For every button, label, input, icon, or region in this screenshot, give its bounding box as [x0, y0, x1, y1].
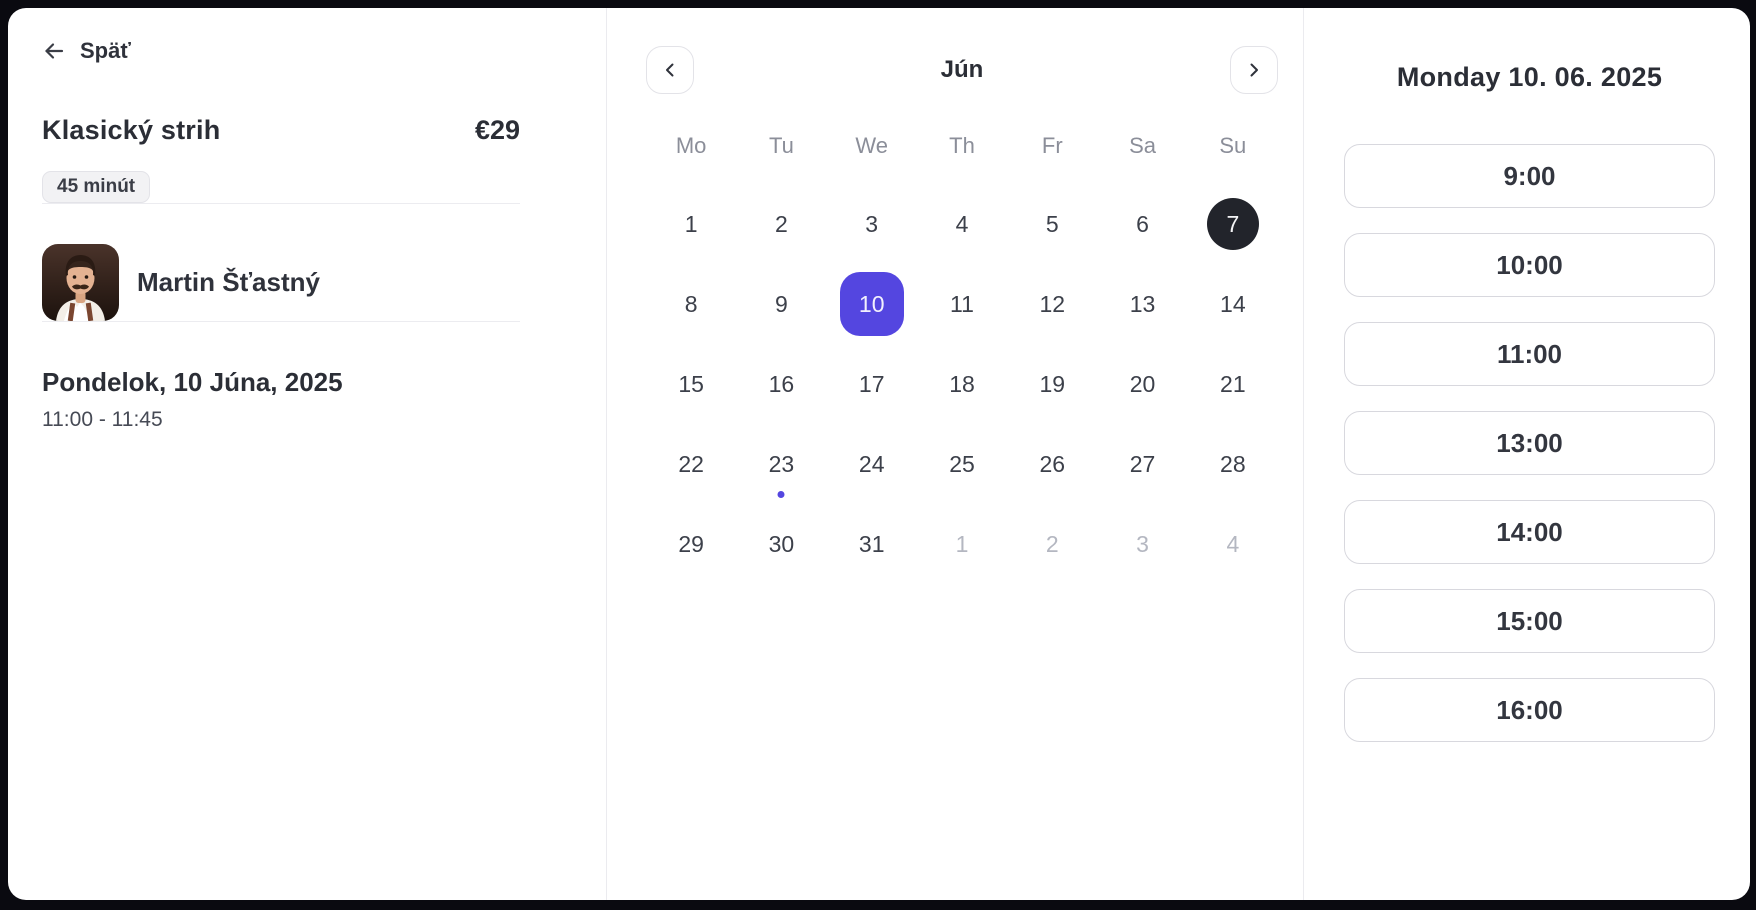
calendar-day[interactable]: 30 [768, 530, 795, 557]
timeslot-list: 9:00 10:00 11:00 13:00 14:00 15:00 16:00 [1344, 144, 1715, 742]
service-row: Klasický strih €29 [42, 115, 520, 146]
weekday-label: Th [949, 133, 975, 158]
timeslot-button[interactable]: 11:00 [1344, 322, 1715, 386]
calendar-day-outside-month: 2 [1045, 530, 1059, 557]
calendar-day[interactable]: 16 [768, 370, 795, 397]
back-label: Späť [80, 38, 131, 63]
calendar-day-today[interactable]: 7 [1188, 184, 1278, 264]
next-month-button[interactable] [1229, 46, 1278, 94]
left-arrow-icon [45, 43, 64, 59]
calendar-day[interactable]: 13 [1129, 290, 1156, 317]
calendar-day[interactable]: 12 [1039, 290, 1066, 317]
divider [42, 203, 520, 204]
timeslot-button[interactable]: 16:00 [1344, 678, 1715, 742]
calendar-panel: Jún Mo Tu We Th Fr Sa Su 1 2 3 4 5 6 7 8 9 10 11 12 13 14 15… [606, 8, 1303, 900]
weekday-label: Tu [768, 133, 794, 158]
calendar-day[interactable]: 29 [678, 530, 704, 557]
timeslots-panel: Monday 10. 06. 2025 9:00 10:00 11:00 13:00 1… [1303, 8, 1750, 900]
staff-row: Martin Šťastný [42, 244, 520, 321]
calendar-day-outside-month: 3 [1136, 530, 1149, 557]
service-price: €29 [474, 115, 520, 145]
calendar-day[interactable]: 1 [684, 210, 698, 237]
calendar-day[interactable]: 20 [1129, 370, 1156, 397]
booking-summary-panel: Späť Klasický strih €29 45 minút [8, 8, 606, 900]
prev-month-button[interactable] [646, 46, 694, 94]
calendar-day[interactable]: 4 [955, 210, 969, 237]
calendar-day-outside-month: 4 [1226, 530, 1240, 557]
divider [42, 321, 520, 322]
calendar-day[interactable]: 8 [684, 290, 698, 317]
calendar-day[interactable]: 11 [950, 290, 974, 317]
calendar-day[interactable]: 3 [865, 210, 879, 237]
weekday-label: We [855, 133, 888, 158]
availability-dot [777, 491, 785, 498]
calendar-day-outside-month: 1 [955, 530, 969, 557]
weekday-label: Sa [1129, 133, 1157, 158]
weekday-label: Mo [675, 133, 707, 158]
duration-badge: 45 minút [42, 171, 151, 203]
weekday-label: Su [1219, 133, 1247, 158]
calendar-day[interactable]: 15 [678, 370, 704, 397]
calendar-day[interactable]: 22 [678, 450, 704, 477]
calendar-day-selected[interactable]: 10 [827, 264, 917, 344]
month-label: Jún [940, 56, 984, 83]
weekday-label: Fr [1041, 133, 1063, 158]
booking-card: Späť Klasický strih €29 45 minút [8, 8, 1750, 900]
slots-date-heading: Monday 10. 06. 2025 [1396, 62, 1663, 92]
timeslot-button[interactable]: 15:00 [1344, 589, 1715, 653]
calendar-day[interactable]: 27 [1129, 450, 1156, 477]
calendar-day[interactable]: 31 [858, 530, 885, 557]
barber-portrait-illustration [42, 244, 119, 321]
calendar-day[interactable]: 6 [1136, 210, 1149, 237]
calendar-day[interactable]: 17 [858, 370, 885, 397]
calendar-day[interactable]: 18 [949, 370, 975, 397]
service-name: Klasický strih [42, 115, 221, 145]
selected-date-label: Pondelok, 10 Júna, 2025 [42, 367, 343, 397]
calendar-day[interactable]: 21 [1220, 370, 1246, 397]
chevron-left-icon [666, 63, 674, 77]
calendar-day[interactable]: 28 [1220, 450, 1246, 477]
calendar-day[interactable]: 14 [1220, 290, 1246, 317]
staff-avatar [42, 244, 119, 321]
staff-name: Martin Šťastný [137, 267, 320, 297]
calendar-day[interactable]: 26 [1039, 450, 1066, 477]
calendar-day[interactable]: 23 [736, 424, 826, 504]
timeslot-button[interactable]: 9:00 [1344, 144, 1715, 208]
calendar-day[interactable]: 25 [949, 450, 975, 477]
calendar-day[interactable]: 2 [775, 210, 788, 237]
calendar-day[interactable]: 9 [775, 290, 788, 317]
weekday-row: Mo Tu We Th Fr Sa Su [646, 130, 1278, 162]
timeslot-button[interactable]: 10:00 [1344, 233, 1715, 297]
calendar-day[interactable]: 19 [1039, 370, 1066, 397]
calendar-header: Jún [646, 46, 1278, 94]
timeslot-button[interactable]: 14:00 [1344, 500, 1715, 564]
back-button[interactable]: Späť [42, 38, 131, 64]
chevron-right-icon [1250, 63, 1258, 77]
calendar-day[interactable]: 5 [1045, 210, 1059, 237]
calendar-day-grid: 1 2 3 4 5 6 7 8 9 10 11 12 13 14 15 16 17 18 19 20 21 22 23 24 2… [646, 184, 1278, 584]
selected-time-range: 11:00 - 11:45 [42, 408, 163, 431]
timeslot-button[interactable]: 13:00 [1344, 411, 1715, 475]
calendar-day[interactable]: 24 [858, 450, 885, 477]
